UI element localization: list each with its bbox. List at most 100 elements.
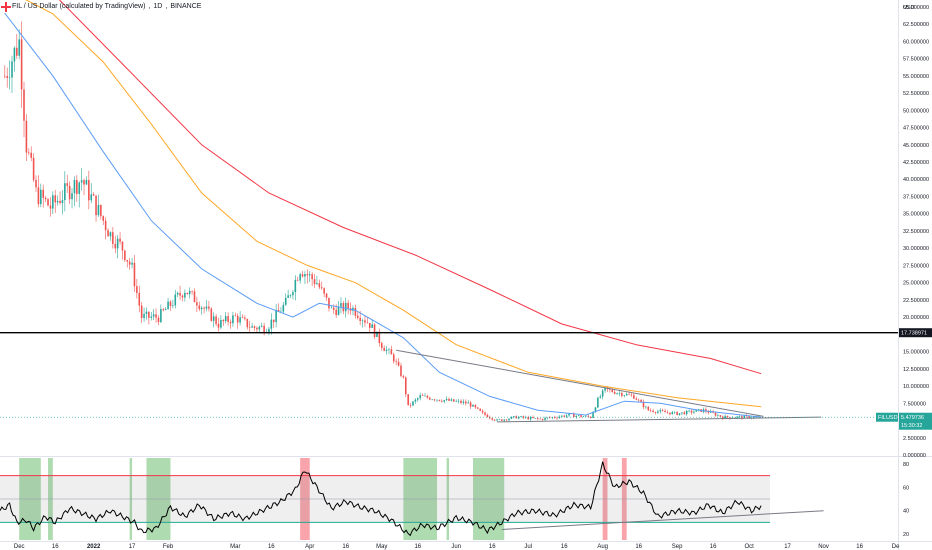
candle-up xyxy=(436,399,438,403)
candle-down xyxy=(438,399,441,402)
candle-down xyxy=(621,391,623,398)
candle-body xyxy=(565,415,568,417)
candle-body xyxy=(296,279,299,281)
candle-body xyxy=(577,415,580,416)
candle-up xyxy=(659,408,662,414)
candle-down xyxy=(541,418,544,422)
candle-body xyxy=(97,204,100,216)
candle-down xyxy=(68,181,71,204)
candle-body xyxy=(534,417,537,419)
candle-body xyxy=(697,409,700,410)
candle-body xyxy=(618,392,621,394)
candle-down xyxy=(229,319,232,329)
candle-down xyxy=(364,315,366,327)
candle-up xyxy=(414,398,417,404)
candle-up xyxy=(294,275,297,301)
candle-body xyxy=(491,418,494,420)
candle-down xyxy=(227,312,229,326)
candle-down xyxy=(726,415,729,419)
candle-body xyxy=(481,410,484,413)
candle-down xyxy=(633,393,635,400)
candle-body xyxy=(304,274,306,277)
candle-up xyxy=(565,413,568,419)
candle-up xyxy=(450,397,453,402)
time-tick-label: De xyxy=(892,544,900,550)
candle-body xyxy=(287,295,289,298)
candle-down xyxy=(76,175,78,202)
candle-down xyxy=(613,389,616,395)
candle-body xyxy=(73,180,76,194)
candle-body xyxy=(78,182,81,194)
time-tick-label: Sep xyxy=(672,544,683,550)
candle-body xyxy=(318,283,321,288)
candle-down xyxy=(119,231,121,245)
candle-body xyxy=(6,76,9,78)
candle-body xyxy=(695,409,698,412)
interval-label[interactable]: 1D xyxy=(153,3,163,10)
candle-body xyxy=(678,413,681,416)
candle-body xyxy=(342,303,345,312)
candle-body xyxy=(448,398,450,401)
candle-body xyxy=(580,415,582,417)
price-tick-label: 37.500000 xyxy=(903,194,929,200)
candle-down xyxy=(378,328,381,347)
candle-body xyxy=(200,307,203,310)
candle-down xyxy=(573,412,575,418)
oscillator-pane xyxy=(0,458,824,540)
candle-body xyxy=(88,179,90,201)
candle-down xyxy=(323,287,325,298)
time-tick-label: Oct xyxy=(744,544,754,550)
candle-body xyxy=(539,418,542,420)
candle-body xyxy=(597,397,599,408)
candle-body xyxy=(585,415,587,417)
candle-body xyxy=(371,324,373,328)
candle-down xyxy=(553,415,556,419)
candle-body xyxy=(227,316,229,322)
candle-body xyxy=(299,274,301,281)
candle-body xyxy=(436,399,438,401)
candle-body xyxy=(260,325,263,327)
candle-down xyxy=(409,402,412,408)
candle-down xyxy=(6,67,9,88)
candle-down xyxy=(47,198,49,207)
candle-body xyxy=(503,419,506,421)
candle-body xyxy=(212,316,215,321)
candle-up xyxy=(251,322,253,328)
candle-body xyxy=(671,412,674,415)
candle-body xyxy=(54,195,57,203)
candle-body xyxy=(685,410,688,415)
price-trend-line[interactable] xyxy=(497,416,822,423)
candle-body xyxy=(229,321,232,324)
candle-body xyxy=(80,180,83,183)
candle-down xyxy=(210,307,213,322)
candle-down xyxy=(666,410,669,415)
candle-body xyxy=(301,274,304,277)
candle-body xyxy=(282,304,285,312)
candle-up xyxy=(416,397,419,402)
candle-body xyxy=(280,311,282,313)
candle-body xyxy=(114,243,117,249)
candle-body xyxy=(681,412,683,414)
candle-down xyxy=(241,314,244,319)
candle-up xyxy=(316,275,318,286)
candle-body xyxy=(203,307,205,309)
candle-up xyxy=(671,410,674,415)
candle-up xyxy=(80,168,83,191)
candle-up xyxy=(597,396,599,408)
candle-body xyxy=(188,291,191,295)
oscillator-trend-line[interactable] xyxy=(501,510,824,530)
candle-body xyxy=(208,306,210,309)
candle-down xyxy=(392,352,395,364)
candle-body xyxy=(335,309,337,315)
candle-down xyxy=(635,396,638,401)
price-trend-line[interactable] xyxy=(396,349,764,417)
price-tick-label: 65.000000 xyxy=(903,5,929,11)
candle-down xyxy=(400,362,402,378)
candle-body xyxy=(220,319,222,328)
candle-down xyxy=(477,407,479,410)
candle-body xyxy=(661,410,664,411)
candle-down xyxy=(690,409,693,415)
candle-up xyxy=(457,398,460,404)
candle-body xyxy=(174,294,177,306)
